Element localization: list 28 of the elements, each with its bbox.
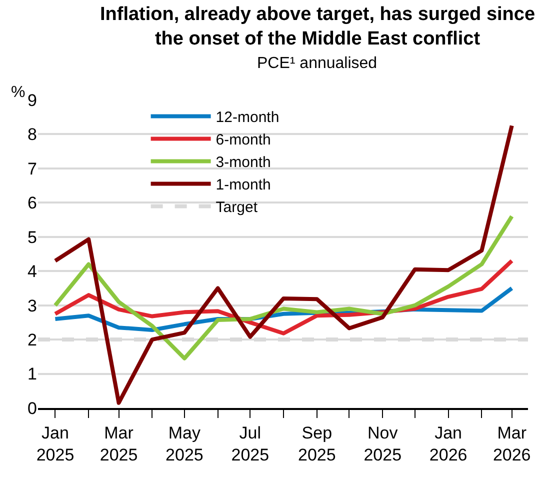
y-tick-label: 8 xyxy=(28,125,37,144)
legend-label: 6-month xyxy=(216,132,271,149)
line-series xyxy=(53,124,514,405)
x-tick-label: Jul 2025 xyxy=(231,423,270,464)
chart-title: Inflation, already above target, has surged since the onset of the Middle East conflict xyxy=(100,4,536,50)
y-tick-label: 9 xyxy=(28,90,37,110)
legend-label: 12-month xyxy=(216,109,280,126)
chart-subtitle: PCE¹ annualised xyxy=(257,55,378,72)
legend-label: 1-month xyxy=(216,176,271,194)
y-tick-label: 4 xyxy=(28,262,37,282)
y-tick-label: 1 xyxy=(28,364,37,384)
y-tick-label: 5 xyxy=(28,228,37,247)
x-tick-label: Sep 2025 xyxy=(298,423,336,464)
legend-label: 3-month xyxy=(216,154,271,172)
y-tick-label: 0 xyxy=(28,398,37,418)
x-tick-label: Jan 2025 xyxy=(36,423,74,464)
y-tick-label: 6 xyxy=(28,194,37,213)
y-tick-label: 2 xyxy=(28,330,37,350)
y-tick-label: 3 xyxy=(28,296,37,316)
y-axis-title: % xyxy=(11,84,26,101)
x-tick-label: Mar 2026 xyxy=(492,423,531,464)
x-tick-label: May 2025 xyxy=(166,423,204,464)
legend-label: Target xyxy=(216,199,258,216)
x-tick-label: Mar 2025 xyxy=(100,423,138,464)
x-tick-label: Nov 2025 xyxy=(364,423,402,464)
y-tick-label: 7 xyxy=(28,159,37,178)
line-series xyxy=(53,214,514,360)
x-tick-label: Jan 2026 xyxy=(429,423,468,464)
